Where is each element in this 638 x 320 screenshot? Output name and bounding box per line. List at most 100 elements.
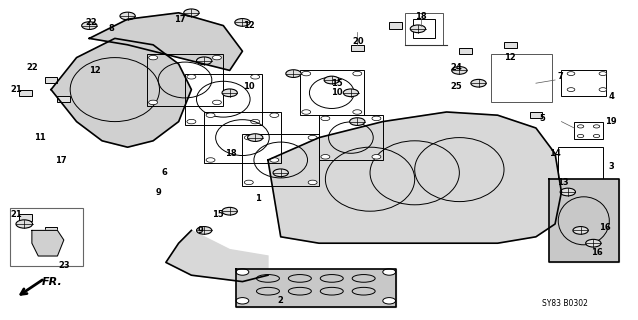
Circle shape	[586, 239, 601, 247]
Text: 10: 10	[243, 82, 255, 91]
Circle shape	[321, 116, 330, 121]
Text: 14: 14	[549, 149, 561, 158]
Bar	[300, 70, 364, 115]
Circle shape	[197, 57, 212, 65]
Bar	[19, 214, 32, 221]
Bar	[405, 13, 443, 45]
Text: 15: 15	[212, 210, 224, 219]
Bar	[530, 112, 542, 118]
Text: 7: 7	[557, 72, 563, 81]
Circle shape	[593, 134, 600, 138]
Bar	[389, 22, 402, 29]
Circle shape	[16, 220, 33, 228]
Circle shape	[343, 89, 359, 97]
Text: 19: 19	[605, 117, 617, 126]
Polygon shape	[51, 38, 191, 147]
Circle shape	[212, 100, 221, 105]
Circle shape	[273, 169, 288, 177]
Text: 25: 25	[450, 82, 462, 91]
Circle shape	[286, 70, 301, 77]
Bar	[57, 96, 70, 102]
Circle shape	[573, 227, 588, 234]
Text: 1: 1	[255, 194, 262, 203]
Circle shape	[471, 79, 486, 87]
Bar	[459, 48, 472, 54]
Circle shape	[372, 116, 381, 121]
Circle shape	[149, 100, 158, 105]
Text: 18: 18	[225, 149, 237, 158]
Bar	[351, 45, 364, 51]
Text: FR.: FR.	[41, 276, 63, 287]
Polygon shape	[32, 230, 64, 256]
Text: 22: 22	[85, 18, 97, 27]
Text: 3: 3	[608, 162, 614, 171]
Circle shape	[308, 135, 317, 140]
Circle shape	[251, 75, 260, 79]
Circle shape	[206, 158, 215, 162]
Bar	[45, 77, 57, 83]
Text: 2: 2	[278, 296, 284, 305]
Polygon shape	[236, 269, 396, 307]
Polygon shape	[549, 179, 619, 262]
Polygon shape	[268, 112, 561, 243]
Circle shape	[321, 155, 330, 159]
Text: 12: 12	[243, 21, 255, 30]
Circle shape	[244, 180, 253, 185]
Text: 9: 9	[155, 188, 161, 196]
Circle shape	[567, 72, 575, 76]
Circle shape	[244, 135, 253, 140]
Bar	[574, 122, 603, 139]
Circle shape	[222, 207, 237, 215]
Circle shape	[270, 113, 279, 117]
Circle shape	[383, 269, 396, 275]
Circle shape	[599, 88, 607, 92]
Text: 8: 8	[108, 24, 115, 33]
Circle shape	[302, 110, 311, 114]
Text: 9: 9	[198, 226, 204, 235]
Circle shape	[187, 119, 196, 124]
Circle shape	[212, 55, 221, 60]
Circle shape	[353, 110, 362, 114]
Text: 12: 12	[89, 66, 100, 75]
Text: 15: 15	[331, 79, 343, 88]
Text: 10: 10	[331, 88, 343, 97]
Circle shape	[82, 22, 97, 29]
Bar	[204, 112, 281, 163]
Circle shape	[187, 75, 196, 79]
Bar	[558, 147, 603, 179]
Text: 21: 21	[11, 210, 22, 219]
Circle shape	[350, 118, 365, 125]
Text: 11: 11	[34, 133, 45, 142]
Text: 17: 17	[55, 156, 66, 164]
Polygon shape	[166, 230, 268, 282]
Text: 12: 12	[505, 53, 516, 62]
Circle shape	[197, 227, 212, 234]
Circle shape	[248, 134, 263, 141]
Bar	[242, 134, 319, 186]
Text: 22: 22	[26, 63, 38, 72]
Text: 18: 18	[415, 12, 427, 20]
Circle shape	[270, 158, 279, 162]
Circle shape	[149, 55, 158, 60]
Circle shape	[560, 188, 575, 196]
Text: 16: 16	[591, 248, 602, 257]
Text: 23: 23	[58, 261, 70, 270]
Bar	[45, 227, 57, 234]
Bar	[504, 42, 517, 48]
Bar	[19, 90, 32, 96]
Text: 21: 21	[11, 85, 22, 94]
Circle shape	[222, 89, 237, 97]
Circle shape	[577, 125, 584, 128]
Circle shape	[206, 113, 215, 117]
Polygon shape	[89, 13, 242, 70]
Circle shape	[308, 180, 317, 185]
Text: 20: 20	[353, 37, 364, 46]
Circle shape	[599, 72, 607, 76]
Text: 4: 4	[608, 92, 614, 100]
Text: 13: 13	[557, 178, 568, 187]
Bar	[10, 208, 83, 266]
Bar	[491, 54, 552, 102]
Circle shape	[236, 269, 249, 275]
Circle shape	[324, 76, 339, 84]
Circle shape	[567, 88, 575, 92]
